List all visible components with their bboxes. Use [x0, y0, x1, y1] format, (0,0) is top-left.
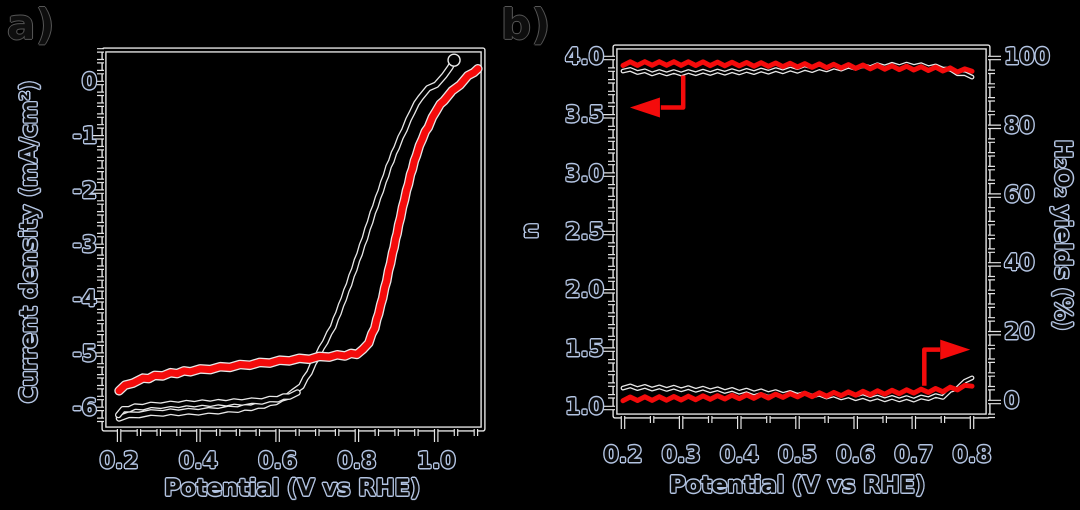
axis-ticks — [602, 56, 1001, 429]
lsv-red-outline — [114, 64, 483, 396]
panel-a-x-tick-label: 0.8 — [337, 449, 377, 474]
axis-ticks-outline — [602, 55, 1001, 429]
panel-a-x-tick-label: 0.6 — [258, 449, 298, 474]
panel-b-right-y-tick-label: 0 — [1004, 388, 1020, 414]
axis-frame — [613, 45, 990, 418]
panel-b-left-y-axis-label: n — [517, 222, 544, 240]
n-axis-pointer-arrow — [660, 75, 686, 110]
h2o2-axis-pointer-arrow-head — [940, 339, 971, 360]
panel-a-y-axis-label: Current density (mA/cm²) — [16, 80, 43, 404]
panel-a-x-tick-label: 1.0 — [416, 449, 456, 474]
panel-a-y-tick-label: -2 — [72, 178, 97, 204]
panel-b-right-y-tick-label: 20 — [1004, 320, 1035, 346]
panel-b-x-tick-label: 0.7 — [894, 443, 934, 468]
lsv-red — [115, 65, 482, 395]
h2o2-axis-pointer-arrow — [922, 347, 940, 386]
panel-b-left-y-tick-label: 2.0 — [565, 278, 604, 304]
panel-b-right-y-tick-label: 40 — [1004, 251, 1035, 277]
panel-a-x-tick-label: 0.4 — [178, 449, 218, 474]
panel-b-left-y-tick-label: 4.0 — [565, 44, 604, 70]
panel-b-right-y-tick-label: 80 — [1004, 113, 1035, 139]
lsv-black-forward — [117, 58, 457, 421]
panel-b-left-y-tick-label: 1.5 — [565, 336, 604, 362]
panel-b-left-y-tick-label: 1.0 — [565, 394, 604, 420]
n-axis-pointer-arrow-head — [629, 97, 660, 118]
panel-a-y-tick-label: -3 — [72, 232, 97, 258]
panel-b-x-tick-label: 0.2 — [603, 443, 643, 468]
panel-a-x-axis-label: Potential (V vs RHE) — [163, 475, 421, 502]
panel-a-y-tick-label: -6 — [72, 395, 97, 421]
panel-b-plot — [602, 44, 1001, 429]
panel-b-right-y-axis-label: H₂O₂ yields (%) — [1049, 139, 1076, 331]
panel-b-x-axis-label: Potential (V vs RHE) — [668, 472, 926, 499]
panel-a-letter: a) — [7, 0, 55, 49]
panel-b-right-y-tick-label: 100 — [1004, 45, 1050, 70]
axis-frame-outline — [612, 44, 991, 419]
panel-a-y-tick-label: 0 — [81, 69, 97, 95]
lsv-black-return — [116, 390, 300, 417]
panel-b-left-y-tick-label: 3.5 — [565, 103, 604, 129]
panel-a-y-tick-label: -5 — [72, 341, 97, 367]
panel-b-left-y-tick-label: 3.0 — [565, 161, 604, 187]
panel-b-letter: b) — [501, 0, 551, 49]
n-red — [620, 59, 975, 75]
h2o2-red — [620, 382, 975, 404]
panel-b-x-tick-label: 0.4 — [719, 443, 759, 468]
lsv-black-forward-end-marker — [447, 53, 461, 67]
panel-a-y-tick-label: -1 — [72, 124, 97, 150]
panel-b-left-y-tick-label: 2.5 — [565, 219, 604, 245]
panel-a-plot — [91, 47, 486, 442]
panel-b-x-tick-label: 0.3 — [661, 443, 701, 468]
panel-b-x-tick-label: 0.5 — [777, 443, 817, 468]
panel-b-x-tick-label: 0.8 — [952, 443, 992, 468]
panel-b-x-tick-label: 0.6 — [836, 443, 876, 468]
panel-a-x-tick-label: 0.2 — [99, 449, 139, 474]
axis-ticks — [91, 49, 477, 442]
panel-b-right-y-tick-label: 60 — [1004, 182, 1035, 208]
panel-a-y-tick-label: -4 — [72, 287, 97, 313]
n-black — [621, 62, 974, 79]
axis-frame — [102, 48, 485, 431]
